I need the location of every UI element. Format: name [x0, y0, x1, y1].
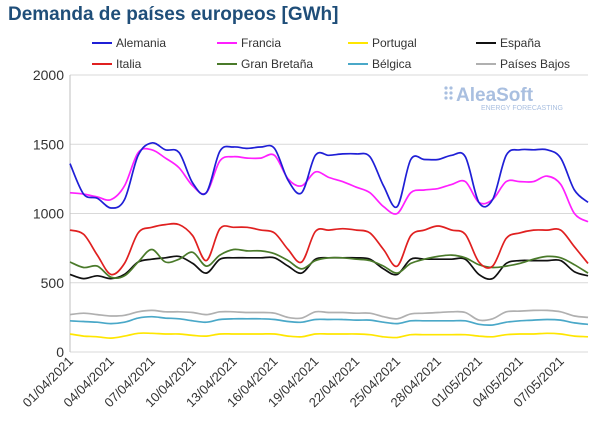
- watermark-tagline: ENERGY FORECASTING: [481, 105, 563, 112]
- series-line-gran-bretana: [69, 248, 589, 279]
- y-tick-label: 2000: [33, 67, 64, 83]
- series-line-espana: [69, 255, 589, 281]
- legend-label: Países Bajos: [500, 57, 570, 71]
- legend-label: Gran Bretaña: [241, 57, 313, 71]
- legend-label: España: [500, 36, 541, 50]
- legend-item-alemania: Alemania: [92, 36, 166, 50]
- legend-label: Francia: [241, 36, 281, 50]
- legend: Alemania Francia Portugal España Italia Gran …: [92, 36, 570, 71]
- chart-title: Demanda de países europeos [GWh]: [8, 4, 339, 25]
- legend-item-paises-bajos: Países Bajos: [476, 57, 570, 71]
- x-axis-ticks: 01/04/202104/04/202107/04/202110/04/2021…: [19, 354, 566, 411]
- legend-item-espana: España: [476, 36, 541, 50]
- legend-item-gran-bretana: Gran Bretaña: [217, 57, 313, 71]
- grid: [69, 74, 588, 353]
- series-line-francia: [69, 147, 589, 223]
- series-line-alemania: [69, 141, 589, 209]
- legend-item-italia: Italia: [92, 57, 142, 71]
- y-tick-label: 1000: [33, 206, 64, 222]
- legend-label: Alemania: [116, 36, 166, 50]
- y-tick-label: 500: [41, 275, 65, 291]
- legend-item-francia: Francia: [217, 36, 281, 50]
- series-line-italia: [69, 222, 589, 276]
- series-line-paises-bajos: [69, 309, 589, 322]
- legend-label: Italia: [116, 57, 142, 71]
- watermark: AleaSoft ENERGY FORECASTING: [444, 85, 563, 112]
- series-lines: [69, 141, 589, 339]
- aleasoft-logo-icon: [444, 86, 453, 100]
- series-line-portugal: [69, 332, 589, 339]
- y-tick-label: 0: [56, 344, 64, 360]
- legend-label: Portugal: [372, 36, 417, 50]
- legend-item-portugal: Portugal: [348, 36, 417, 50]
- legend-item-belgica: Bélgica: [348, 57, 412, 71]
- legend-label: Bélgica: [372, 57, 412, 71]
- y-axis-ticks: 0 500 1000 1500 2000: [33, 67, 64, 360]
- y-tick-label: 1500: [33, 136, 64, 152]
- watermark-brand: AleaSoft: [456, 85, 534, 106]
- series-line-belgica: [69, 315, 589, 326]
